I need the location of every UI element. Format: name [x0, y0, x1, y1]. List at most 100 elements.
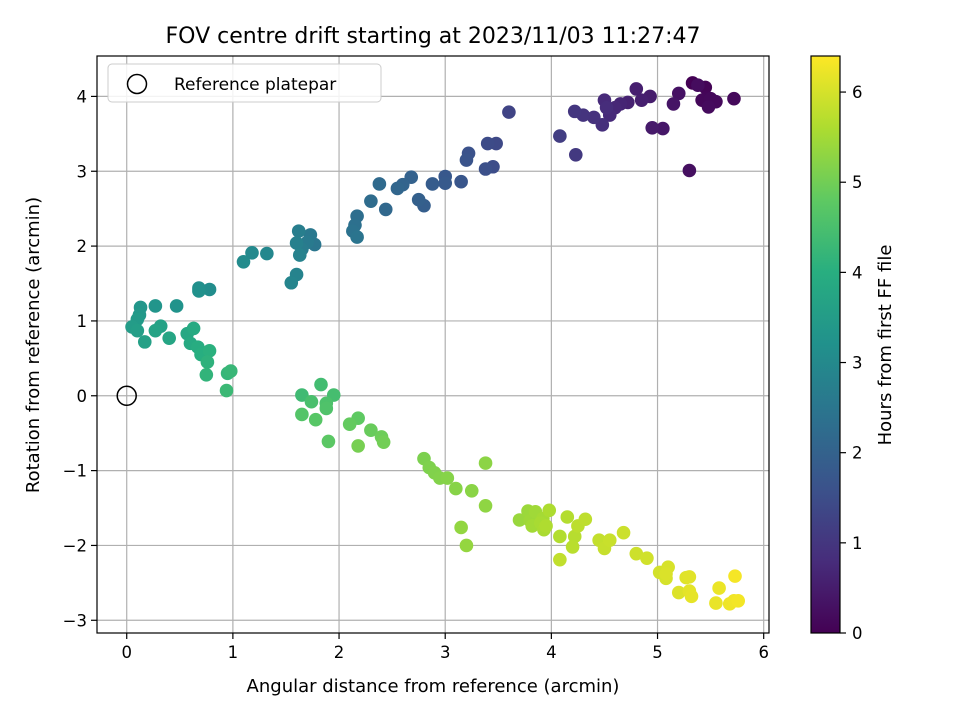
- legend-box: [107, 63, 382, 103]
- data-point: [478, 162, 493, 176]
- data-point: [454, 520, 468, 535]
- data-point: [728, 569, 742, 583]
- colorbar: 0 1 2 3 4 5 6 Hours from first FF file: [810, 55, 896, 643]
- grid-lines: [97, 56, 769, 633]
- x-axis-label: Angular distance from reference (arcmin): [247, 676, 620, 697]
- x-tick-label: 3: [440, 643, 451, 662]
- data-point: [130, 323, 145, 338]
- data-point: [567, 529, 582, 544]
- data-point: [202, 282, 217, 297]
- data-point: [691, 78, 705, 92]
- colorbar-tick-label: 2: [852, 444, 863, 463]
- data-point: [459, 538, 474, 553]
- data-point: [200, 355, 215, 369]
- x-tick-label: 6: [758, 643, 769, 662]
- data-point: [645, 121, 660, 135]
- y-axis-ticks: −3 −2 −1 0 1 2 3 4: [63, 87, 97, 630]
- data-point: [148, 323, 163, 338]
- reference-platepar-marker: [116, 385, 137, 407]
- y-tick-label: 0: [77, 387, 88, 406]
- data-point: [411, 192, 426, 207]
- chart-title: FOV centre drift starting at 2023/11/03 …: [166, 24, 701, 49]
- data-point: [425, 177, 440, 191]
- data-point: [478, 498, 493, 513]
- data-point: [568, 147, 583, 162]
- data-point: [712, 581, 726, 595]
- data-point: [390, 181, 405, 196]
- x-tick-label: 1: [228, 643, 239, 662]
- x-tick-label: 0: [121, 643, 132, 662]
- x-tick-label: 4: [546, 643, 557, 662]
- data-point: [236, 255, 251, 269]
- data-point: [199, 368, 214, 382]
- data-point: [682, 570, 697, 584]
- data-point: [440, 471, 455, 485]
- data-point: [587, 110, 601, 125]
- data-point: [656, 121, 670, 136]
- data-point: [289, 236, 304, 250]
- legend-marker-icon: [126, 73, 148, 95]
- y-tick-label: −3: [63, 611, 87, 630]
- data-point: [459, 153, 474, 167]
- data-point: [162, 331, 176, 345]
- data-point: [629, 546, 644, 561]
- colorbar-tick-label: 4: [852, 263, 863, 282]
- data-point: [640, 551, 654, 565]
- data-point: [727, 91, 741, 106]
- data-point: [731, 594, 746, 608]
- data-point: [684, 589, 699, 604]
- data-point: [709, 596, 723, 610]
- data-point: [671, 86, 686, 101]
- colorbar-gradient: [810, 55, 841, 634]
- legend-entry-reference-platepar: Reference platepar: [174, 75, 336, 95]
- data-point: [438, 176, 453, 191]
- data-point: [137, 335, 152, 349]
- data-point: [560, 510, 575, 524]
- data-point: [350, 230, 364, 244]
- colorbar-tick-label: 5: [852, 173, 863, 192]
- colorbar-ticks: 0 1 2 3 4 5 6: [840, 83, 863, 643]
- data-point: [148, 299, 163, 313]
- data-point: [567, 104, 582, 119]
- data-point: [202, 344, 217, 358]
- data-point: [671, 585, 686, 600]
- y-tick-label: 2: [77, 237, 88, 256]
- data-point: [553, 552, 567, 567]
- data-point: [169, 299, 184, 313]
- data-point: [553, 529, 567, 544]
- data-point: [372, 177, 387, 191]
- colorbar-label: Hours from first FF file: [875, 245, 896, 446]
- x-tick-label: 5: [652, 643, 663, 662]
- y-tick-label: −1: [63, 462, 87, 481]
- y-tick-label: −2: [63, 536, 87, 555]
- data-point: [480, 136, 495, 151]
- data-point: [295, 407, 309, 422]
- data-point: [616, 525, 631, 540]
- data-point: [565, 540, 580, 554]
- data-point: [260, 246, 274, 261]
- data-point: [342, 417, 357, 432]
- y-tick-label: 4: [77, 87, 88, 106]
- data-point: [464, 484, 479, 498]
- x-axis-ticks: 0 1 2 3 4 5 6: [121, 633, 769, 662]
- legend: Reference platepar: [107, 63, 382, 103]
- data-point: [378, 202, 393, 217]
- data-point: [682, 163, 697, 178]
- data-point: [539, 519, 553, 533]
- data-point: [304, 394, 319, 409]
- data-point: [245, 246, 259, 260]
- y-axis-label: Rotation from reference (arcmin): [23, 197, 44, 493]
- data-point: [502, 105, 516, 119]
- data-point: [478, 456, 493, 470]
- data-point: [186, 321, 201, 336]
- data-point: [219, 383, 234, 398]
- data-point: [291, 224, 306, 238]
- data-point: [223, 364, 238, 378]
- data-point: [553, 129, 567, 143]
- data-point: [314, 377, 328, 392]
- data-point: [454, 174, 468, 189]
- data-point: [351, 439, 365, 453]
- data-point: [364, 194, 378, 208]
- y-tick-label: 1: [77, 312, 88, 331]
